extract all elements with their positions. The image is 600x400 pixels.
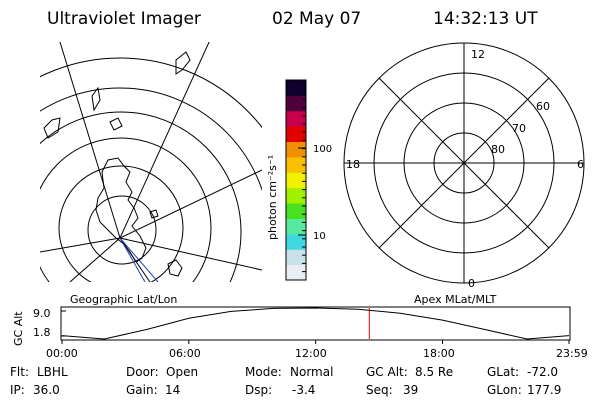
dsp-value: -3.4 — [292, 383, 315, 397]
mode-label: Mode: — [245, 365, 282, 379]
colorbar-segment — [286, 218, 306, 235]
colorbar-segment — [286, 80, 306, 96]
geo-meridian — [69, 237, 121, 282]
polar-diagonal — [378, 77, 550, 249]
geographic-map — [40, 42, 262, 282]
seq-value: 39 — [403, 383, 418, 397]
orbit-xtick-0600: 06:00 — [169, 347, 201, 360]
geo-meridian — [59, 42, 121, 239]
mlt-label-12: 12 — [471, 48, 485, 61]
dsp-label: Dsp: — [245, 383, 272, 397]
mlat-label-80: 80 — [491, 143, 505, 156]
colorbar-unit-label: photon cm⁻²s⁻¹ — [266, 155, 279, 240]
colorbar-segment — [286, 233, 306, 250]
filter-value: LBHL — [37, 365, 68, 379]
coastline-segment — [91, 86, 101, 112]
footprint-line — [119, 237, 146, 282]
colorbar-segment — [286, 141, 306, 158]
coastline-segment — [167, 259, 183, 277]
instrument-title: Ultraviolet Imager — [47, 9, 201, 29]
gain-label: Gain: — [126, 383, 158, 397]
door-label: Door: — [126, 365, 159, 379]
seq-label: Seq: — [366, 383, 393, 397]
mode-value: Normal — [290, 365, 333, 379]
colorbar-segment — [286, 249, 306, 266]
geographic-caption: Geographic Lat/Lon — [70, 293, 177, 306]
colorbar-frame — [285, 79, 307, 281]
geo-lat-circle — [87, 195, 157, 265]
colorbar-segment — [286, 95, 306, 112]
mlt-label-6: 6 — [577, 158, 584, 171]
ip-value: 36.0 — [33, 383, 60, 397]
colorbar-segment — [286, 203, 306, 219]
mlat-label-60: 60 — [536, 100, 550, 113]
colorbar — [285, 79, 307, 281]
orbit-plot-frame — [60, 306, 571, 341]
geo-lat-circle — [58, 165, 184, 282]
door-value: Open — [166, 365, 198, 379]
filter-label: Flt: — [10, 365, 29, 379]
orbit-xtick-1200: 12:00 — [295, 347, 327, 360]
geo-lat-circle — [40, 137, 212, 282]
mlt-label-18: 18 — [346, 158, 360, 171]
colorbar-segment — [286, 264, 306, 281]
glat-label: GLat: — [487, 365, 519, 379]
gain-value: 14 — [165, 383, 180, 397]
coastline-segment — [175, 51, 191, 75]
orbit-ytick-9: 9.0 — [33, 307, 51, 320]
colorbar-segment — [286, 110, 306, 127]
mlt-label-0: 0 — [468, 277, 475, 290]
coastline-segment — [149, 209, 159, 219]
geo-lat-circle — [40, 87, 262, 192]
orbit-xtick-0000: 00:00 — [46, 347, 78, 360]
coastline — [43, 51, 191, 277]
colorbar-segment — [286, 172, 306, 189]
coastline-segment — [109, 117, 123, 131]
geo-meridian — [119, 169, 262, 239]
date-label: 02 May 07 — [272, 9, 361, 29]
gc-alt-label: GC Alt: — [366, 365, 408, 379]
geo-meridian — [40, 237, 121, 253]
coastline-segment — [95, 157, 147, 263]
coastline-segment — [43, 117, 61, 139]
geo-meridian — [119, 42, 210, 239]
orbit-ytick-1-8: 1.8 — [33, 326, 51, 339]
orbit-xtick-2359: 23:59 — [556, 347, 588, 360]
glon-label: GLon: — [487, 383, 522, 397]
geo-lat-circle — [40, 57, 262, 129]
mlat-label-70: 70 — [512, 122, 526, 135]
time-label: 14:32:13 UT — [433, 9, 538, 29]
glat-value: -72.0 — [527, 365, 558, 379]
ip-label: IP: — [10, 383, 25, 397]
orbit-xtick-1800: 18:00 — [423, 347, 455, 360]
colorbar-segment — [286, 126, 306, 143]
info-row-1: Flt: LBHL Door: Open Mode: Normal GC Alt… — [10, 365, 558, 379]
apex-caption: Apex MLat/MLT — [414, 293, 497, 306]
colorbar-segment — [286, 156, 306, 173]
polar-grid — [343, 42, 585, 284]
colorbar-tick-100: 100 — [313, 144, 332, 155]
orbit-ylabel: GC Alt — [12, 311, 25, 346]
orbit-altitude-line — [61, 307, 570, 340]
gc-alt-value: 8.5 Re — [415, 365, 453, 379]
colorbar-segment — [286, 187, 306, 204]
glon-value: 177.9 — [527, 383, 561, 397]
colorbar-tick-10: 10 — [313, 231, 326, 242]
geo-lat-circle — [40, 111, 242, 282]
info-row-2: IP: 36.0 Gain: 14 Dsp: -3.4 Seq: 39 GLon… — [10, 383, 561, 397]
